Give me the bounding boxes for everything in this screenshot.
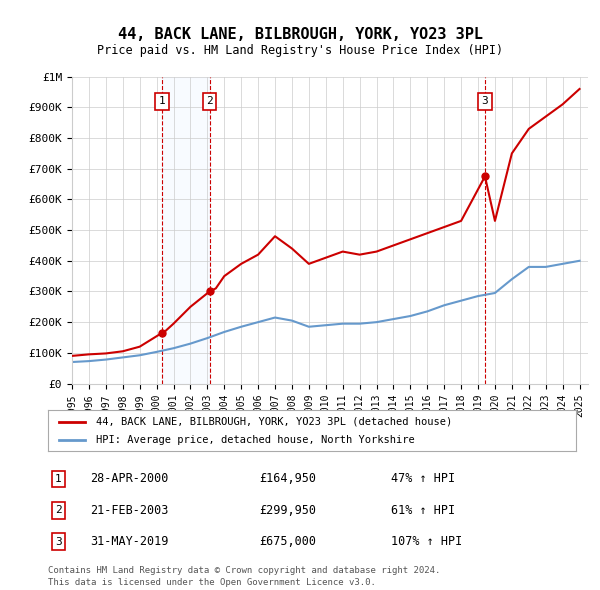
Text: 21-FEB-2003: 21-FEB-2003 bbox=[90, 504, 169, 517]
Text: 3: 3 bbox=[55, 537, 62, 547]
Text: 1: 1 bbox=[158, 96, 166, 106]
Text: 2: 2 bbox=[206, 96, 213, 106]
Text: 31-MAY-2019: 31-MAY-2019 bbox=[90, 535, 169, 548]
Text: 3: 3 bbox=[482, 96, 488, 106]
Text: Price paid vs. HM Land Registry's House Price Index (HPI): Price paid vs. HM Land Registry's House … bbox=[97, 44, 503, 57]
Text: £164,950: £164,950 bbox=[259, 473, 316, 486]
Text: HPI: Average price, detached house, North Yorkshire: HPI: Average price, detached house, Nort… bbox=[95, 435, 414, 445]
Text: 44, BACK LANE, BILBROUGH, YORK, YO23 3PL (detached house): 44, BACK LANE, BILBROUGH, YORK, YO23 3PL… bbox=[95, 417, 452, 427]
Text: 2: 2 bbox=[55, 506, 62, 515]
Text: 47% ↑ HPI: 47% ↑ HPI bbox=[391, 473, 455, 486]
Text: £299,950: £299,950 bbox=[259, 504, 316, 517]
Text: This data is licensed under the Open Government Licence v3.0.: This data is licensed under the Open Gov… bbox=[48, 578, 376, 587]
Text: 28-APR-2000: 28-APR-2000 bbox=[90, 473, 169, 486]
Text: 61% ↑ HPI: 61% ↑ HPI bbox=[391, 504, 455, 517]
Text: 1: 1 bbox=[55, 474, 62, 484]
Bar bbox=[162, 77, 209, 384]
Text: Contains HM Land Registry data © Crown copyright and database right 2024.: Contains HM Land Registry data © Crown c… bbox=[48, 566, 440, 575]
Text: £675,000: £675,000 bbox=[259, 535, 316, 548]
Text: 44, BACK LANE, BILBROUGH, YORK, YO23 3PL: 44, BACK LANE, BILBROUGH, YORK, YO23 3PL bbox=[118, 27, 482, 41]
Text: 107% ↑ HPI: 107% ↑ HPI bbox=[391, 535, 463, 548]
